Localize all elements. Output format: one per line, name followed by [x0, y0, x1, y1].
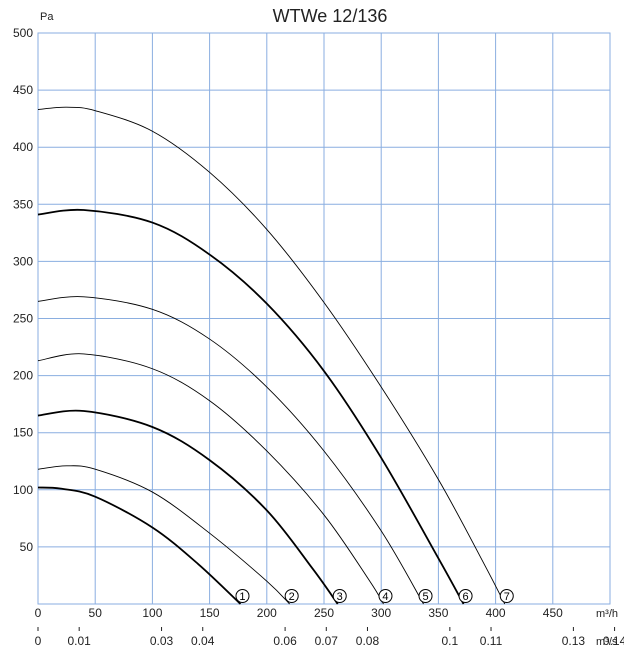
x2-tick-label: 0 — [35, 634, 42, 648]
y-tick-label: 500 — [13, 26, 33, 40]
x-tick-label: 300 — [371, 606, 391, 620]
x-tick-label: 400 — [486, 606, 506, 620]
x-tick-label: 250 — [314, 606, 334, 620]
x2-tick-label: 0.13 — [562, 634, 586, 648]
x2-tick-label: 0.14 — [603, 634, 624, 648]
x-tick-label: 50 — [89, 606, 103, 620]
y-tick-label: 350 — [13, 197, 33, 211]
y-tick-label: 200 — [13, 369, 33, 383]
curve-4 — [38, 354, 383, 604]
x-tick-label: 200 — [257, 606, 277, 620]
curve-6 — [38, 210, 464, 604]
y-tick-label: 150 — [13, 426, 33, 440]
curve-marker-2-label: 2 — [289, 591, 295, 603]
y-axis-unit-label: Pa — [40, 11, 54, 23]
curve-marker-1-label: 1 — [239, 591, 245, 603]
x2-tick-label: 0.06 — [273, 634, 297, 648]
chart-title: WTWe 12/136 — [273, 6, 388, 26]
x-tick-label: 450 — [543, 606, 563, 620]
curve-marker-3-label: 3 — [337, 591, 343, 603]
tick-labels: 0 50 100 150 200 250 300 350 400 4505010015020025… — [13, 26, 624, 648]
x-tick-label: 0 — [35, 606, 42, 620]
curve-marker-4-label: 4 — [382, 591, 388, 603]
x2-tick-label: 0.04 — [191, 634, 215, 648]
grid — [38, 33, 610, 604]
y-tick-label: 100 — [13, 483, 33, 497]
curves — [38, 107, 505, 604]
curve-7 — [38, 107, 505, 604]
curve-1 — [38, 488, 240, 604]
y-tick-label: 450 — [13, 83, 33, 97]
x2-tick-label: 0.01 — [68, 634, 92, 648]
x2-tick-label: 0.07 — [315, 634, 339, 648]
x-tick-label: 150 — [200, 606, 220, 620]
curve-marker-6-label: 6 — [463, 591, 469, 603]
x2-tick-label: 0.11 — [480, 634, 503, 648]
curve-5 — [38, 297, 424, 604]
y-tick-label: 50 — [20, 540, 34, 554]
x-tick-label: 350 — [428, 606, 448, 620]
y-tick-label: 400 — [13, 140, 33, 154]
y-tick-label: 250 — [13, 312, 33, 326]
x2-tick-label: 0.08 — [356, 634, 380, 648]
x-axis-unit-label-m3h: m³/h — [596, 608, 618, 620]
curve-marker-5-label: 5 — [422, 591, 428, 603]
curve-marker-7-label: 7 — [504, 591, 510, 603]
y-tick-label: 300 — [13, 254, 33, 268]
curve-3 — [38, 411, 338, 604]
x2-tick-label: 0.03 — [150, 634, 174, 648]
x2-tick-label: 0.1 — [441, 634, 458, 648]
x-tick-label: 100 — [142, 606, 162, 620]
